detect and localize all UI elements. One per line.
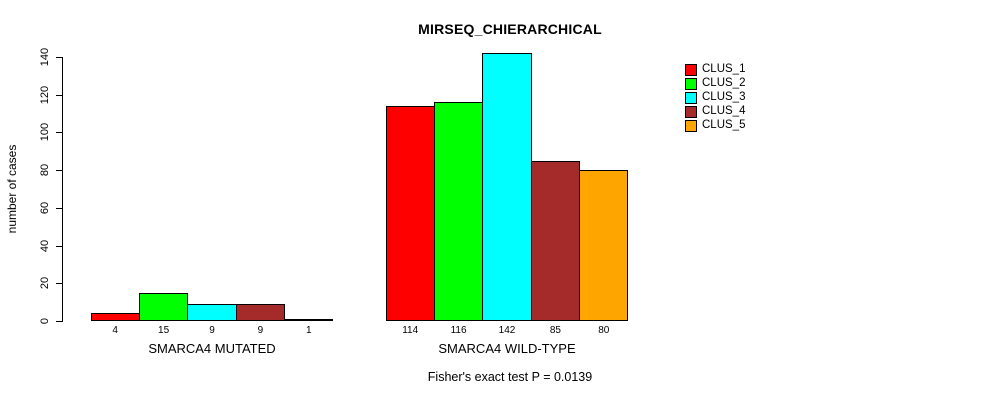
bar-value-label: 9 (209, 325, 215, 336)
legend-swatch (685, 64, 697, 76)
legend-label: CLUS_2 (702, 77, 746, 89)
bar (482, 53, 532, 321)
y-tick-label: 140 (39, 47, 51, 67)
legend-label: CLUS_3 (702, 91, 746, 103)
group-label: SMARCA4 MUTATED (148, 341, 276, 356)
y-tick-label: 20 (39, 277, 51, 290)
bar-value-label: 80 (598, 325, 610, 336)
legend-swatch (685, 78, 697, 90)
y-tick (56, 283, 63, 285)
bar (433, 102, 484, 321)
y-tick (56, 207, 63, 209)
bar (284, 319, 334, 321)
y-tick (56, 245, 63, 247)
y-tick (56, 321, 63, 322)
legend-label: CLUS_1 (702, 63, 746, 75)
bar-value-label: 1 (306, 325, 312, 336)
y-tick (56, 94, 63, 96)
bar (385, 106, 435, 321)
y-tick-label: 0 (39, 317, 51, 325)
fisher-test-note: Fisher's exact test P = 0.0139 (427, 370, 593, 384)
y-axis-line (62, 57, 63, 322)
bar-value-label: 85 (549, 325, 561, 336)
bar (579, 170, 629, 321)
legend-swatch (685, 106, 697, 118)
group-label: SMARCA4 WILD-TYPE (438, 341, 576, 356)
y-tick-label: 40 (39, 239, 51, 252)
bar-value-label: 114 (402, 325, 419, 336)
bar (235, 304, 286, 321)
y-tick (56, 170, 63, 172)
bar (187, 304, 237, 321)
bar (90, 313, 140, 321)
y-tick-label: 120 (39, 85, 51, 104)
y-tick (56, 132, 63, 134)
y-tick-label: 100 (39, 123, 51, 142)
bar (530, 160, 581, 321)
chart-title: MIRSEQ_CHIERARCHICAL (418, 21, 602, 37)
bar-value-label: 116 (450, 325, 467, 336)
y-tick-label: 80 (39, 164, 51, 177)
legend-swatch (685, 120, 697, 132)
legend-swatch (685, 92, 697, 104)
legend-label: CLUS_5 (702, 119, 746, 131)
bar-value-label: 15 (158, 325, 170, 336)
bar-value-label: 9 (257, 325, 264, 336)
legend-label: CLUS_4 (702, 105, 746, 117)
bar-value-label: 4 (112, 325, 118, 336)
y-tick (56, 57, 63, 58)
y-tick-label: 60 (39, 201, 51, 214)
bar (138, 292, 189, 321)
bar-value-label: 142 (498, 325, 516, 336)
